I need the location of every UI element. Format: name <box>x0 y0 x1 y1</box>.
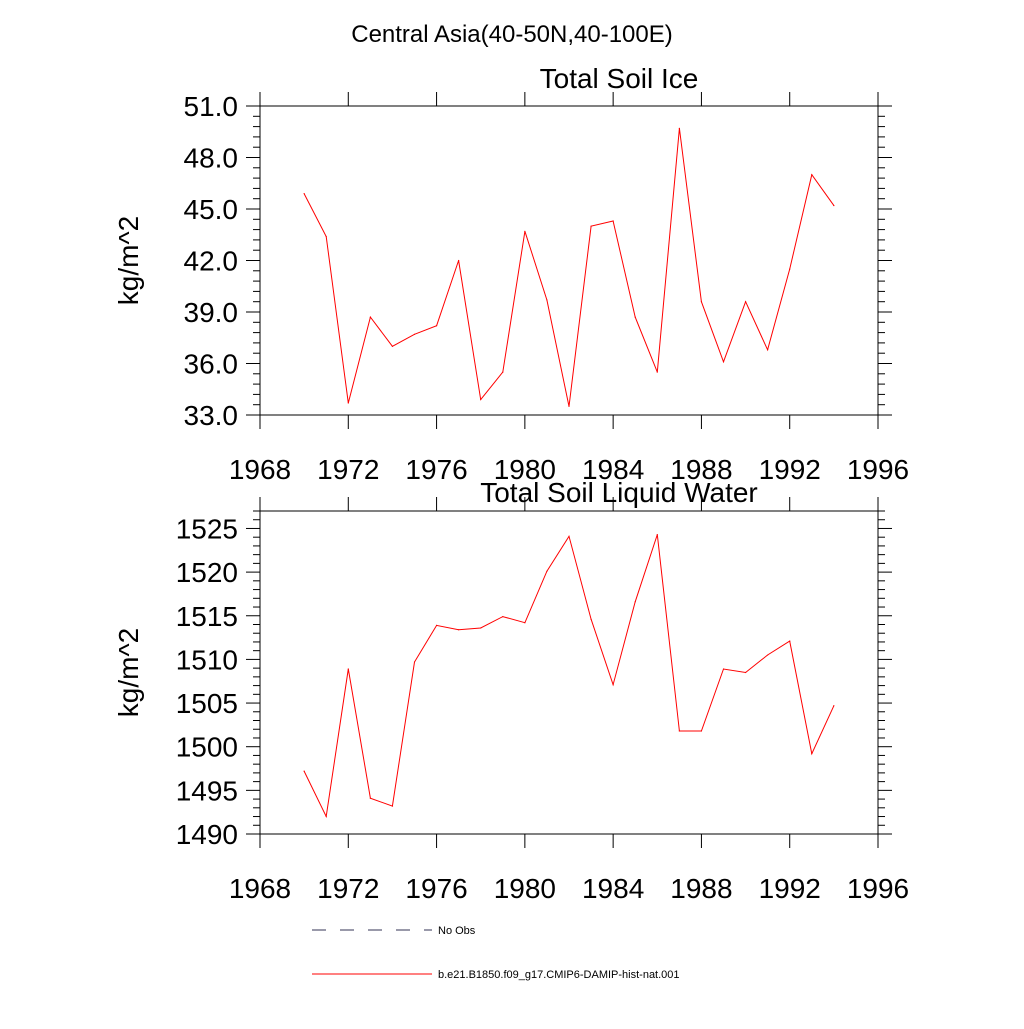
y-tick-label: 45.0 <box>184 194 239 225</box>
y-tick-label: 1510 <box>176 644 238 675</box>
data-point <box>369 797 371 799</box>
x-tick-label: 1968 <box>229 873 291 904</box>
x-tick-label: 1996 <box>847 454 909 485</box>
data-point <box>568 535 570 537</box>
data-point <box>391 805 394 807</box>
data-point <box>811 174 813 176</box>
data-point <box>413 333 416 335</box>
y-tick-label: 33.0 <box>184 400 239 431</box>
data-point <box>325 815 327 818</box>
series-line <box>303 128 835 407</box>
y-tick-label: 39.0 <box>184 297 239 328</box>
x-tick-label: 1968 <box>229 454 291 485</box>
y-axis-label: kg/m^2 <box>113 628 144 717</box>
y-tick-label: 51.0 <box>184 91 239 122</box>
data-point <box>722 668 725 670</box>
x-tick-label: 1976 <box>405 454 467 485</box>
x-tick-label: 1988 <box>670 454 732 485</box>
plot-frame <box>259 105 879 416</box>
y-tick-label: 48.0 <box>184 143 239 174</box>
data-point <box>480 627 482 629</box>
x-tick-label: 1988 <box>670 873 732 904</box>
data-point <box>546 299 548 301</box>
y-tick-label: 1525 <box>176 513 238 544</box>
data-point <box>480 398 482 401</box>
legend-series-label: b.e21.B1850.f09_g17.CMIP6-DAMIP-hist-nat… <box>438 969 680 981</box>
y-tick-label: 42.0 <box>184 246 239 277</box>
data-point <box>458 629 460 631</box>
x-tick-label: 1980 <box>494 454 556 485</box>
data-point <box>678 730 680 732</box>
y-tick-label: 1505 <box>176 688 238 719</box>
x-tick-label: 1980 <box>494 873 556 904</box>
data-point <box>767 654 769 656</box>
data-point <box>656 371 658 373</box>
data-point <box>612 220 614 222</box>
x-tick-label: 1992 <box>759 454 821 485</box>
data-point <box>435 624 438 626</box>
data-point <box>700 730 703 732</box>
y-tick-label: 36.0 <box>184 349 239 380</box>
panel-total-soil-liquid-water: Total Soil Liquid Water kg/m^2 1968 1972 197… <box>113 477 909 904</box>
data-point <box>303 192 305 195</box>
x-tick-label: 1984 <box>582 454 644 485</box>
data-point <box>811 753 813 755</box>
data-point <box>744 301 747 303</box>
x-tick-label: 1972 <box>317 873 379 904</box>
data-point <box>524 622 526 624</box>
data-point <box>656 533 658 536</box>
data-point <box>435 325 438 327</box>
data-point <box>789 268 791 270</box>
data-point <box>347 668 349 670</box>
data-point <box>546 570 548 572</box>
y-tick-label: 1500 <box>176 732 238 763</box>
data-point <box>303 770 305 772</box>
data-point <box>413 661 416 663</box>
series-line <box>303 534 835 819</box>
data-point <box>568 405 570 408</box>
data-point <box>634 316 636 318</box>
data-point <box>678 127 680 129</box>
data-point <box>458 259 460 262</box>
x-tick-label: 1984 <box>582 873 644 904</box>
data-point <box>789 640 791 642</box>
figure-title: Central Asia(40-50N,40-100E) <box>351 21 673 48</box>
data-point <box>700 301 703 303</box>
y-tick-label: 1490 <box>176 819 238 850</box>
x-tick-label: 1992 <box>759 873 821 904</box>
x-tick-label: 1976 <box>405 873 467 904</box>
data-point <box>325 235 327 238</box>
x-tick-label: 1996 <box>847 873 909 904</box>
data-point <box>833 204 835 207</box>
data-point <box>369 316 371 318</box>
data-point <box>744 671 747 674</box>
data-point <box>767 349 769 351</box>
data-point <box>590 225 592 227</box>
panel-title: Total Soil Ice <box>540 63 699 94</box>
data-point <box>722 361 725 363</box>
data-point <box>391 345 394 347</box>
panel-total-soil-ice: Total Soil Ice kg/m^2 1968 1972 1976 1980 1984… <box>113 63 909 485</box>
data-point <box>502 616 504 618</box>
data-point <box>612 684 614 686</box>
data-point <box>833 705 835 707</box>
plot-frame <box>259 510 879 835</box>
data-point <box>502 371 504 373</box>
legend: No Obs b.e21.B1850.f09_g17.CMIP6-DAMIP-h… <box>312 925 680 981</box>
data-point <box>524 230 526 232</box>
panel-title: Total Soil Liquid Water <box>480 477 758 508</box>
y-tick-label: 1495 <box>176 775 238 806</box>
y-axis-label: kg/m^2 <box>113 216 144 305</box>
y-tick-label: 1515 <box>176 601 238 632</box>
data-point <box>590 618 592 620</box>
y-tick-label: 1520 <box>176 557 238 588</box>
data-point <box>634 601 636 603</box>
data-point <box>347 402 349 404</box>
legend-no-obs-label: No Obs <box>438 925 476 937</box>
x-tick-label: 1972 <box>317 454 379 485</box>
